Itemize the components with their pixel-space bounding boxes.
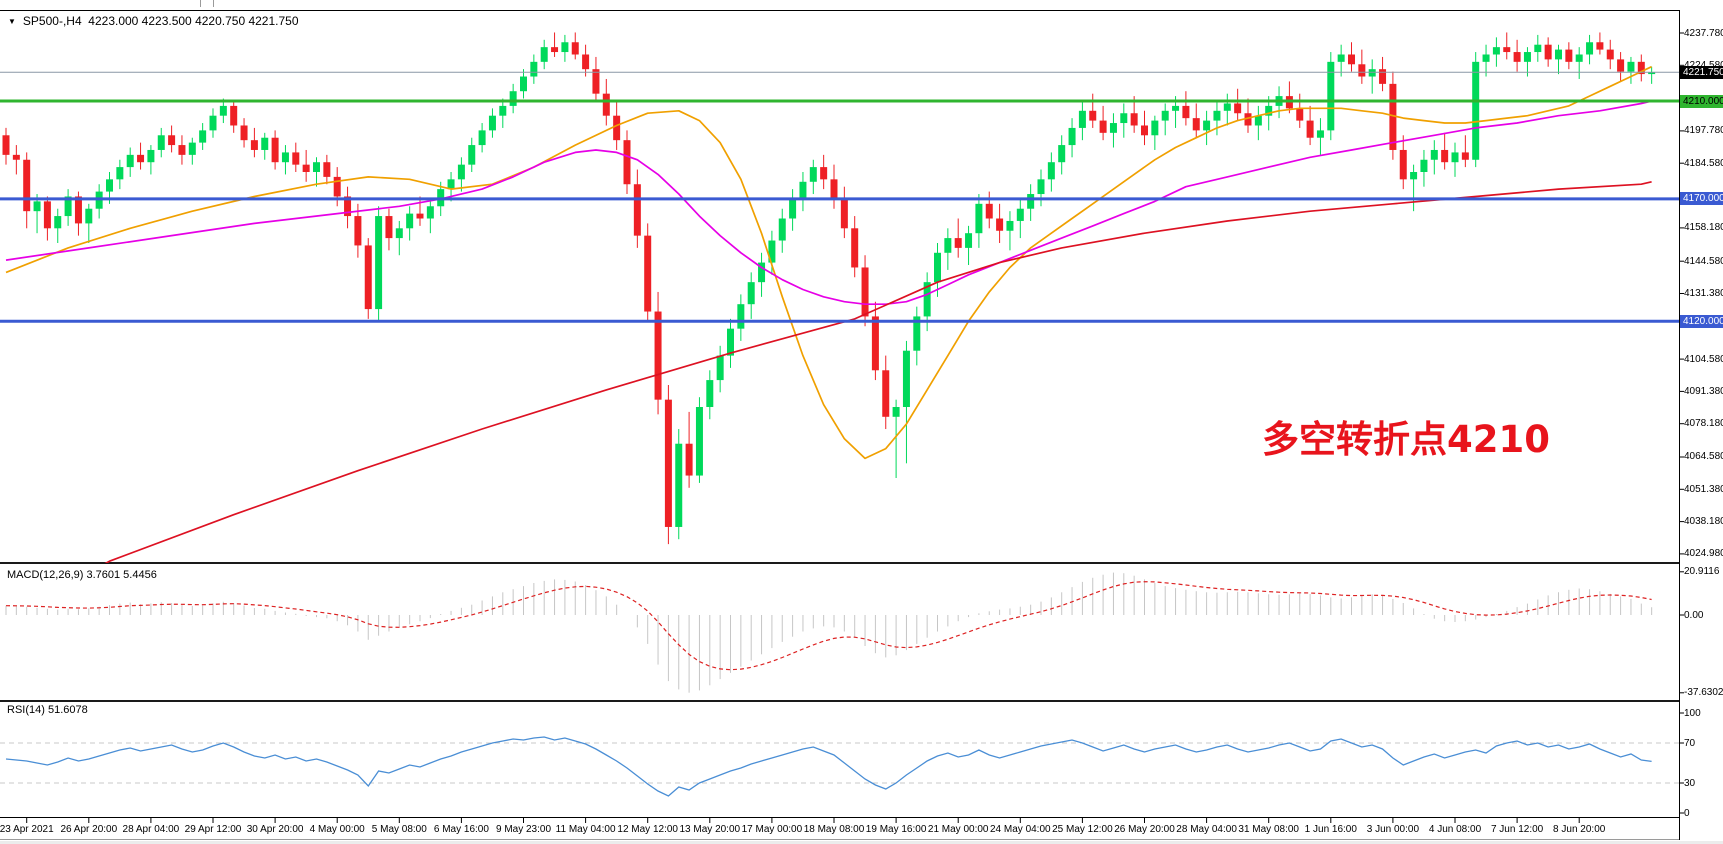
- symbol-name: SP500-,H4: [22, 14, 82, 28]
- window-bottom-strip: [0, 841, 1723, 844]
- ohlc-values: 4223.000 4223.500 4220.750 4221.750: [88, 14, 299, 28]
- symbol-title: ▼ SP500-,H4 4223.000 4223.500 4220.750 42…: [8, 14, 299, 28]
- candles: [2, 32, 1656, 545]
- macd-label: MACD(12,26,9) 3.7601 5.4456: [7, 569, 157, 581]
- price-axis[interactable]: [1679, 10, 1723, 840]
- annotation-text[interactable]: 多空转折点4210: [1262, 418, 1550, 461]
- macd-panel[interactable]: [0, 566, 1679, 702]
- rsi-panel[interactable]: [0, 702, 1679, 818]
- window-chrome-mark: [213, 0, 214, 7]
- collapse-triangle-icon[interactable]: ▼: [8, 17, 16, 26]
- price-chart-panel[interactable]: [0, 10, 1679, 564]
- time-axis[interactable]: [0, 818, 1723, 840]
- window-chrome-mark: [200, 0, 201, 7]
- rsi-label: RSI(14) 51.6078: [7, 704, 88, 716]
- moving-averages: [5, 65, 1652, 563]
